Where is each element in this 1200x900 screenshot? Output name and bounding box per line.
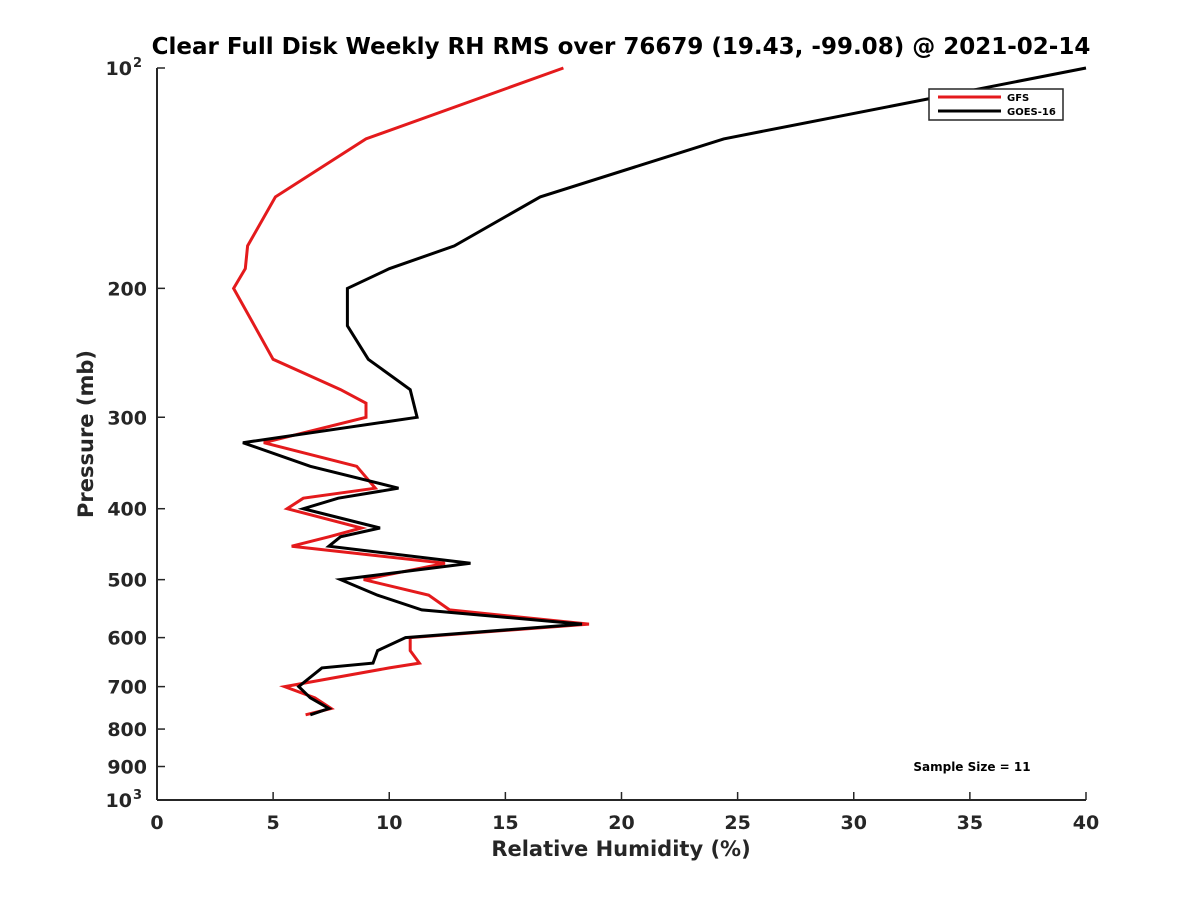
x-tick-label: 5	[267, 812, 280, 834]
y-tick-label: 300	[107, 407, 147, 429]
legend-label-goes-16: GOES-16	[1007, 107, 1056, 118]
x-axis-label: Relative Humidity (%)	[491, 837, 750, 861]
legend-box	[928, 88, 1064, 121]
legend: GFS GOES-16	[928, 88, 1064, 121]
x-tick-label: 25	[724, 812, 750, 834]
plot-lines	[231, 66, 1087, 717]
x-tick-label: 40	[1073, 812, 1099, 834]
y-axis-label: Pressure (mb)	[74, 350, 98, 518]
x-tick-label: 20	[608, 812, 634, 834]
x-axis-ticks: 0 5 10 15 20 25 30 35 40	[150, 792, 1099, 834]
y-tick-exponent: 3	[133, 788, 142, 803]
y-tick-exponent: 2	[133, 56, 142, 71]
x-tick-label: 0	[150, 812, 163, 834]
y-tick-label: 900	[107, 757, 147, 779]
y-tick-label: 800	[107, 719, 147, 741]
y-tick-label: 200	[107, 278, 147, 300]
series-line-goes-16	[242, 66, 1087, 717]
chart-title: Clear Full Disk Weekly RH RMS over 76679…	[152, 34, 1091, 60]
y-tick-label: 500	[107, 570, 147, 592]
y-tick-label: 400	[107, 499, 147, 521]
y-tick-label: 600	[107, 628, 147, 650]
series-line-gfs	[231, 66, 590, 717]
y-tick-label: 10	[106, 58, 132, 80]
y-tick-label: 10	[106, 790, 132, 812]
y-tick-label: 700	[107, 677, 147, 699]
x-tick-label: 10	[376, 812, 402, 834]
x-tick-label: 35	[957, 812, 983, 834]
sample-size-annotation: Sample Size = 11	[913, 760, 1030, 774]
legend-label-gfs: GFS	[1007, 93, 1029, 104]
x-tick-label: 30	[841, 812, 867, 834]
x-tick-label: 15	[492, 812, 518, 834]
